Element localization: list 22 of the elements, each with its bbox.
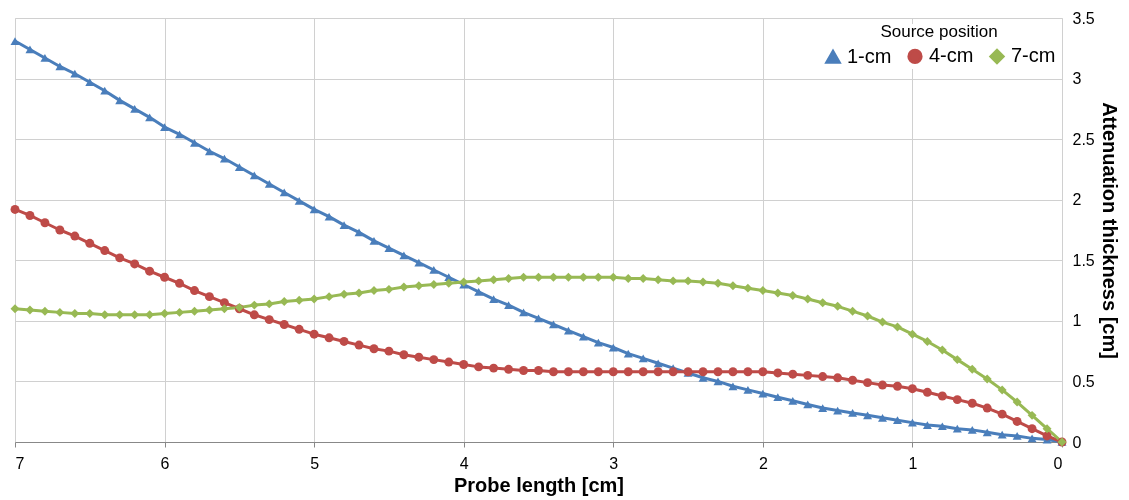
legend-label: 1-cm	[847, 44, 892, 67]
y-tick-label: 0.5	[1072, 372, 1095, 390]
y-tick-label: 1	[1072, 312, 1082, 330]
x-tick-label: 2	[758, 454, 768, 472]
y-axis-title: Attenuation thickness [cm]	[1098, 102, 1121, 359]
x-tick-label: 4	[459, 454, 469, 472]
y-tick-label: 3.5	[1072, 9, 1095, 27]
x-tick-label: 1	[908, 454, 918, 472]
y-tick-label: 0	[1072, 433, 1082, 451]
x-axis-title: Probe length [cm]	[453, 473, 625, 496]
y-tick-label: 1.5	[1072, 251, 1095, 269]
x-tick-label: 3	[609, 454, 619, 472]
y-tick-label: 2	[1072, 191, 1082, 209]
y-tick-label: 2.5	[1072, 130, 1095, 148]
legend-title: Source position	[880, 22, 998, 41]
x-tick-label: 5	[310, 454, 320, 472]
y-tick-label: 3	[1072, 70, 1082, 88]
legend-label: 4-cm	[929, 44, 974, 67]
legend-label: 7-cm	[1011, 44, 1056, 67]
x-tick-label: 0	[1053, 454, 1063, 472]
x-tick-label: 7	[15, 454, 25, 472]
x-tick-label: 6	[160, 454, 170, 472]
